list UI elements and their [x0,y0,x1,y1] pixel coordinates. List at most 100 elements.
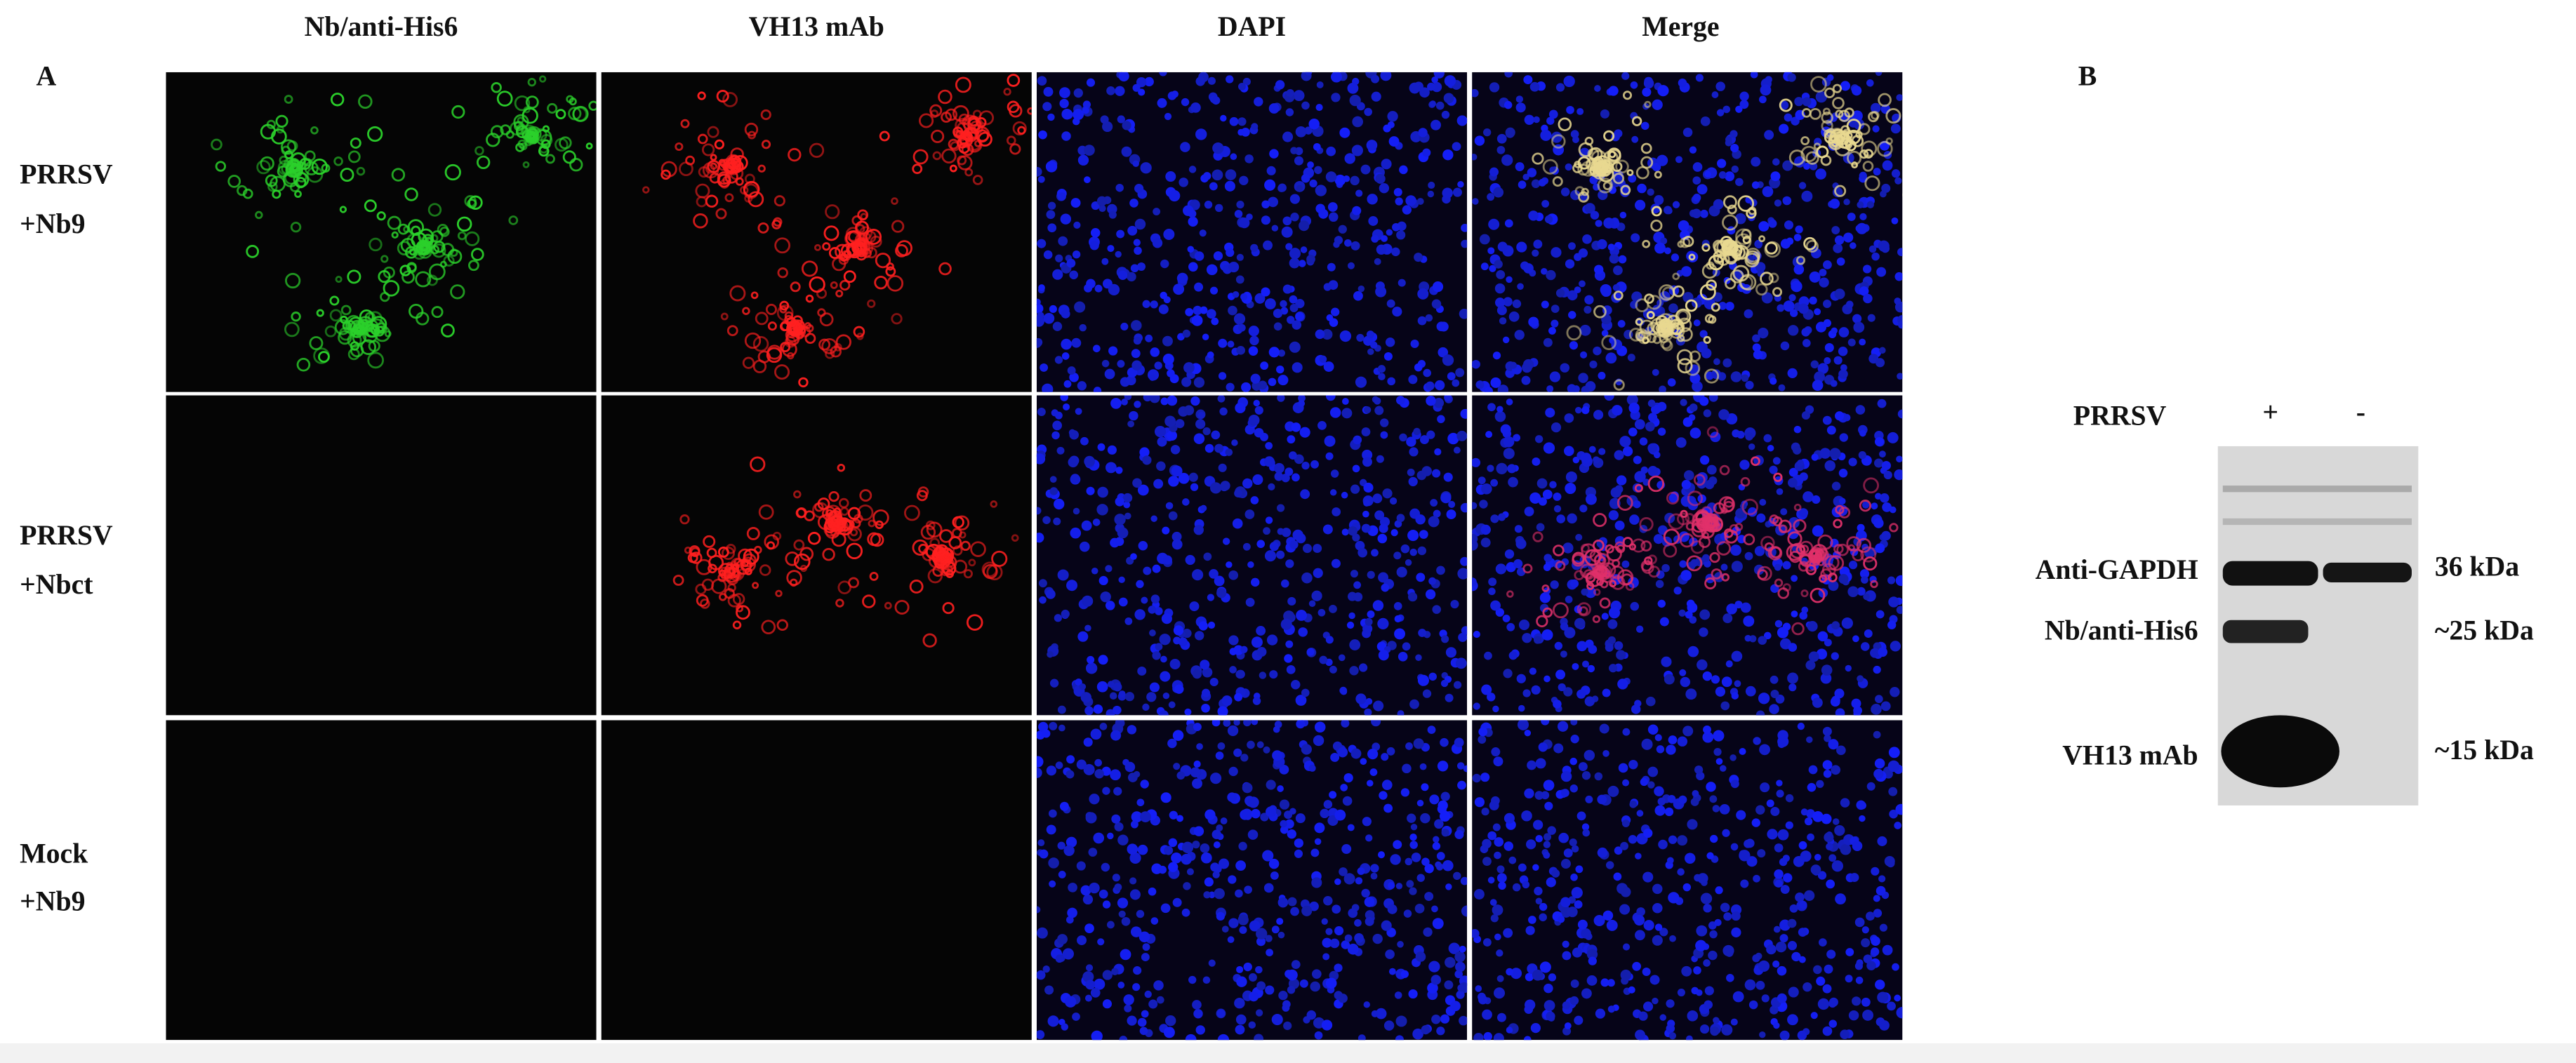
nucleus [1574,1015,1584,1025]
nucleus [1774,199,1782,207]
nucleus [1828,580,1839,591]
nucleus [1044,985,1054,995]
cell-signal [835,334,851,350]
nucleus [1279,764,1289,775]
nucleus [1436,852,1445,860]
nucleus [1409,841,1418,849]
cell-signal [1847,544,1855,551]
cell-signal [1555,561,1566,571]
nucleus [1322,524,1333,535]
nucleus [1575,533,1583,541]
nucleus [1822,415,1832,425]
micrograph [601,395,1032,716]
nucleus [1080,436,1089,446]
nucleus [1066,580,1078,591]
nucleus [1256,626,1266,636]
nucleus [1558,916,1565,923]
nucleus [1503,928,1513,938]
nucleus [1534,886,1543,896]
nucleus [1577,919,1588,930]
nucleus [1725,139,1732,147]
nucleus [1569,757,1578,766]
nucleus [1193,760,1201,768]
nucleus [1080,885,1091,896]
nucleus [1425,381,1435,391]
nucleus [1758,328,1769,339]
nucleus [1572,136,1579,143]
nucleus [1438,800,1448,811]
nucleus [1036,507,1042,515]
nucleus [1120,949,1131,961]
nucleus [1227,792,1237,803]
nucleus [1284,654,1293,663]
cell-signal [456,216,472,232]
nucleus [1546,116,1555,125]
nucleus [1248,326,1259,337]
nucleus [1073,507,1080,515]
nucleus [1740,602,1751,613]
nucleus [1735,178,1744,187]
nucleus [1859,171,1867,180]
cell-signal [1824,87,1835,98]
nucleus [1762,186,1774,197]
nucleus [1343,175,1350,182]
nucleus [1680,570,1692,581]
nucleus [1784,220,1794,230]
nucleus [1578,248,1588,258]
nucleus [1543,563,1551,571]
nucleus [1268,196,1278,208]
nucleus [1877,836,1887,846]
nucleus [1236,253,1244,261]
nucleus [1746,856,1758,867]
nucleus [1169,189,1181,202]
nucleus [1692,208,1701,219]
cell-signal [1581,187,1589,196]
nucleus [1518,704,1525,712]
nucleus [1347,262,1355,269]
nucleus [1616,475,1627,486]
nucleus [1134,609,1146,620]
nucleus [1560,789,1569,797]
nucleus [1637,183,1647,194]
nucleus [1363,500,1370,507]
nucleus [1828,854,1837,862]
nucleus [1628,759,1638,770]
nucleus [1681,965,1692,977]
nucleus [1400,970,1409,978]
nucleus [1560,363,1570,373]
cell-signal [569,158,583,172]
nucleus [1834,235,1845,245]
nucleus [1315,203,1325,214]
cell-signal [849,528,858,537]
nucleus [1109,692,1117,700]
nucleus [1175,419,1185,429]
nucleus [1774,879,1783,888]
nucleus [1242,77,1251,86]
cell-signal [942,601,955,615]
nucleus [1568,242,1576,250]
nucleus [1758,693,1770,704]
cell-signal [1631,116,1642,126]
nucleus [1879,347,1886,354]
nucleus [1235,1024,1245,1035]
cell-signal [1690,540,1705,554]
nucleus [1814,308,1821,316]
nucleus [1057,934,1068,944]
nucleus [1046,210,1056,220]
cell-signal [1592,166,1606,180]
cell-signal [990,500,998,508]
cell-signal [1593,554,1605,566]
nucleus [1274,462,1284,474]
nucleus [1444,980,1454,990]
nucleus [1601,613,1609,620]
nucleus [1130,264,1139,273]
row-label: +Nb9 [20,208,85,239]
nucleus [1800,808,1808,816]
cell-signal [755,312,769,326]
nucleus [1300,246,1308,253]
cell-signal [338,330,352,345]
nucleus [1590,210,1600,220]
nucleus [1699,396,1709,406]
nucleus [1240,646,1248,654]
nucleus [1773,1022,1780,1029]
